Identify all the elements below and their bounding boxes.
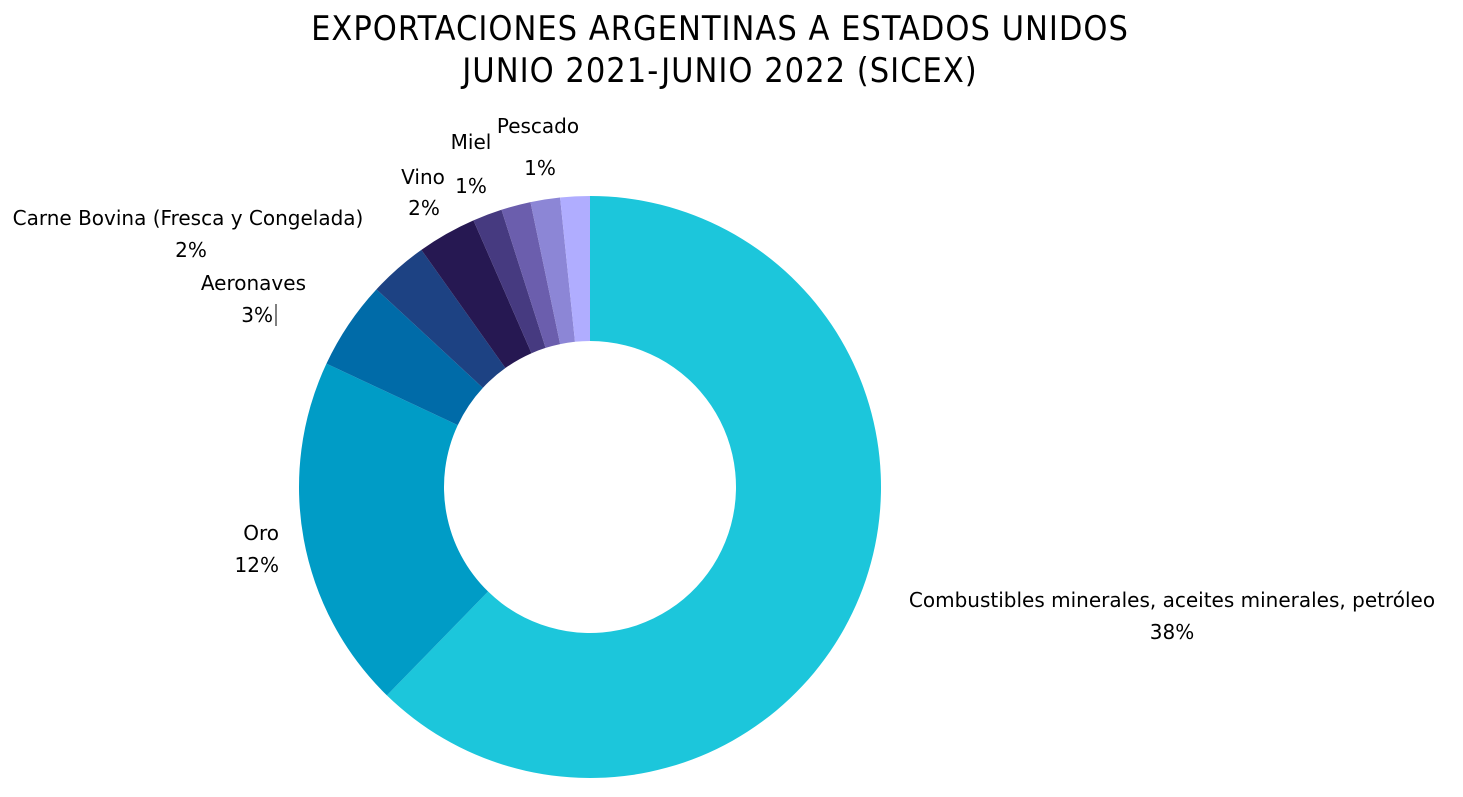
slice-label-name-vino: Vino — [401, 165, 445, 189]
donut-slice-5 — [473, 209, 546, 354]
donut-slice-4 — [421, 220, 532, 369]
slice-label-name-miel: Miel — [451, 130, 492, 154]
donut-slice-3 — [376, 249, 506, 388]
donut-slice-8 — [560, 196, 590, 342]
slice-label-name-pescado: Pescado — [497, 114, 579, 138]
slice-label-value-pescado: 1% — [524, 156, 556, 180]
slice-label-value-carne-bovina: 2% — [175, 238, 207, 262]
donut-slice-7 — [530, 197, 575, 345]
slice-label-name-oro: Oro — [243, 521, 279, 545]
donut-slice-1 — [299, 363, 489, 696]
slice-label-value-vino: 2% — [408, 196, 440, 220]
slice-label-value-aeronaves: 3% — [241, 303, 273, 327]
donut-slice-0 — [386, 196, 882, 778]
slice-label-name-combustibles: Combustibles minerales, aceites minerale… — [909, 588, 1435, 612]
donut-slice-2 — [326, 289, 483, 426]
chart-title: EXPORTACIONES ARGENTINAS A ESTADOS UNIDO… — [311, 9, 1129, 91]
slice-label-value-oro: 12% — [235, 553, 279, 577]
donut-slice-6 — [501, 202, 561, 348]
slice-labels: Combustibles minerales, aceites minerale… — [13, 114, 1435, 644]
chart-title-line-1: EXPORTACIONES ARGENTINAS A ESTADOS UNIDO… — [311, 9, 1129, 49]
donut-slices — [299, 196, 882, 778]
chart-title-line-2: JUNIO 2021-JUNIO 2022 (SICEX) — [460, 51, 977, 91]
slice-label-value-miel: 1% — [455, 174, 487, 198]
slice-label-name-carne-bovina: Carne Bovina (Fresca y Congelada) — [13, 206, 364, 230]
slice-label-name-aeronaves: Aeronaves — [201, 271, 306, 295]
slice-label-value-combustibles: 38% — [1150, 620, 1194, 644]
